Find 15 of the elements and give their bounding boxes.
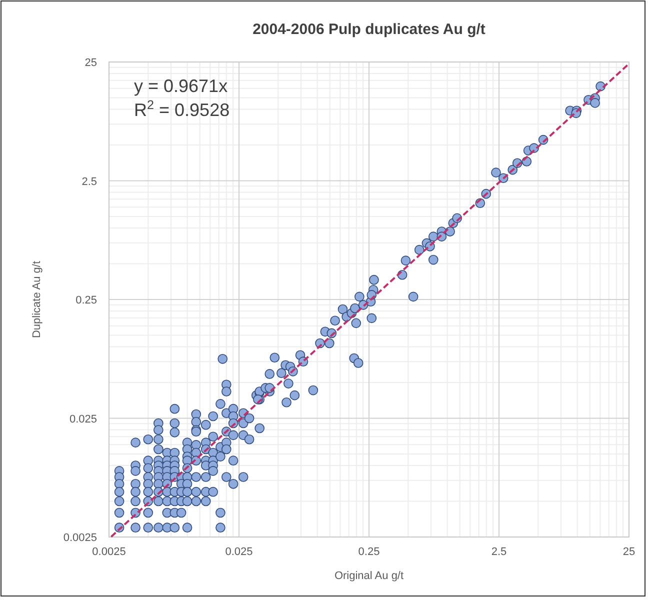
x-tick-label: 0.025 xyxy=(225,546,253,558)
y-tick-label: 0.0025 xyxy=(63,532,97,544)
y-tick-label: 0.025 xyxy=(69,413,97,426)
y-axis-title: Duplicate Au g/t xyxy=(31,260,43,338)
chart-title: 2004-2006 Pulp duplicates Au g/t xyxy=(252,21,486,38)
annotation: y = 0.9671x xyxy=(134,76,228,96)
x-axis-title: Original Au g/t xyxy=(334,570,404,582)
y-tick-label: 2.5 xyxy=(82,176,97,188)
x-tick-label: 0.0025 xyxy=(92,546,126,558)
x-tick-label: 0.25 xyxy=(358,546,380,558)
y-tick-label: 25 xyxy=(84,57,97,69)
x-tick-label: 25 xyxy=(622,546,636,558)
annotation: R$^{2}$ = 0.9528 xyxy=(134,98,230,120)
x-tick-label: 2.5 xyxy=(491,546,507,558)
y-tick-label: 0.25 xyxy=(76,294,97,306)
